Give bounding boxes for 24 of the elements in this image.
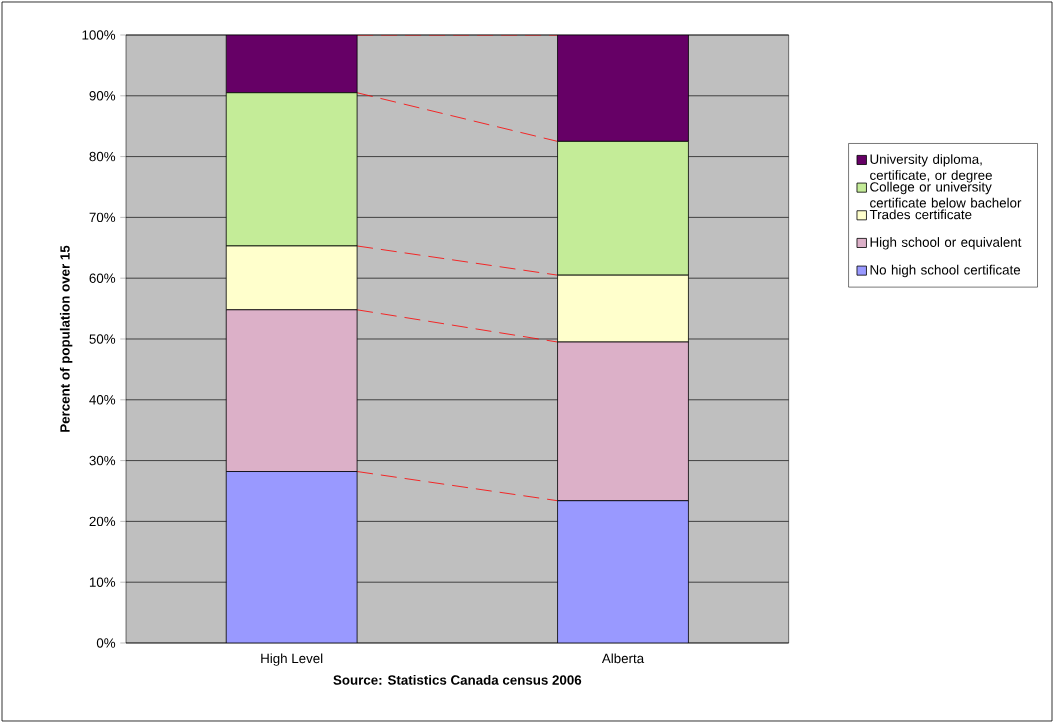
y-tick-label: 20% [89,516,116,527]
legend-label: University diploma, certificate, or degree [870,154,992,183]
y-tick-label: 80% [89,151,116,162]
y-tick-label: 90% [89,91,116,101]
y-tick-label: 10% [89,577,116,587]
bar [225,34,358,94]
legend-label: No high school certificate [870,264,1021,278]
legend-label: High school or equivalent [870,237,1022,250]
bar [557,34,689,142]
y-tick-label: 70% [89,212,116,223]
y-tick-label: 30% [89,455,116,466]
y-tick-label: 60% [89,273,116,283]
legend-label: Trades certificate [869,209,972,220]
y-tick-label: 0% [96,638,116,648]
bar [225,471,358,643]
y-axis-title: Percent of population over 15 [59,245,73,432]
x-axis-title: Source: Statistics Canada census 2006 [333,674,582,685]
x-tick-label: High Level [261,653,323,666]
y-tick-label: 40% [89,395,116,405]
x-tick-label: Alberta [601,653,645,664]
y-tick-label: 50% [89,334,116,344]
y-tick-label: 100% [82,30,116,40]
bar [557,500,689,643]
legend-label: College or university certificate below bachelor [870,181,1022,208]
